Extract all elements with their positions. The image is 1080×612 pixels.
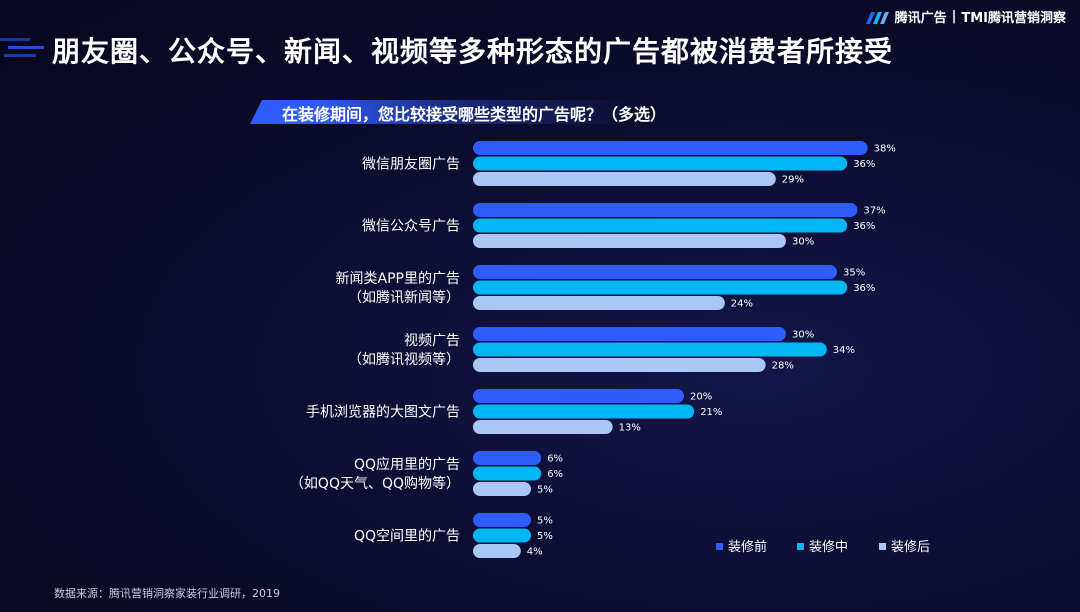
bar-value-label: 36% [853,159,875,170]
legend-label: 装修前 [728,539,767,555]
bar-value-label: 34% [833,345,855,356]
category-label: （如腾讯视频等） [348,351,460,368]
category-label: 微信朋友圈广告 [362,157,460,173]
bar-value-label: 30% [792,330,814,341]
bar [473,141,868,155]
bar-value-label: 37% [863,206,885,217]
bar [473,296,725,310]
bar-value-label: 6% [547,469,563,480]
brand-logo: 腾讯广告 | TMI腾讯营销洞察 [865,7,1066,26]
category-label: 微信公众号广告 [362,219,460,235]
bar-value-label: 30% [792,237,814,248]
bar-value-label: 36% [853,283,875,294]
bar [473,156,848,171]
category-label: （如腾讯新闻等） [348,289,460,306]
bar-value-label: 13% [619,423,641,434]
category-label: QQ应用里的广告 [354,456,460,473]
page-title: 朋友圈、公众号、新闻、视频等多种形态的广告都被消费者所接受 [52,35,894,68]
bar [473,420,613,434]
bar [473,265,837,279]
legend-swatch [879,543,886,550]
bar [473,466,542,481]
bar-value-label: 28% [772,361,794,372]
brand-name: 腾讯广告 [894,11,947,26]
question-text: 在装修期间，您比较接受哪些类型的广告呢？（多选） [282,105,667,124]
bar-value-label: 5% [537,485,553,496]
bar [473,327,786,341]
data-source-note: 数据来源：腾讯营销洞察家装行业调研，2019 [54,587,280,600]
bar [473,172,776,186]
bar-value-label: 35% [843,268,865,279]
category-label: 视频广告 [404,333,460,349]
bar [473,513,531,527]
legend-swatch [716,543,723,550]
bar [473,203,858,217]
bar-value-label: 38% [874,144,896,155]
title-stripes-decoration [0,38,44,57]
bar-value-label: 4% [527,547,543,558]
bar-value-label: 21% [700,407,722,418]
brand-separator: | [951,9,957,24]
bar [473,451,542,465]
bar-value-label: 20% [690,392,712,403]
category-label: （如QQ天气、QQ购物等） [290,475,460,492]
tencent-ads-logo-icon [865,11,889,24]
bar-value-label: 29% [782,175,804,186]
bar [473,482,531,496]
legend-label: 装修后 [891,540,930,555]
legend-label: 装修中 [809,540,848,555]
bar [473,218,848,233]
bar [473,280,848,295]
bar-value-label: 24% [731,299,753,310]
bar-value-label: 5% [537,516,553,527]
bar-value-label: 6% [547,454,563,465]
bar-value-label: 36% [853,221,875,232]
bar-value-label: 5% [537,531,553,542]
brand-sub-name: TMI腾讯营销洞察 [961,11,1066,26]
bar [473,404,695,419]
category-label: QQ空间里的广告 [354,529,460,545]
bar [473,358,766,372]
category-label: 手机浏览器的大图文广告 [306,405,460,421]
bar [473,234,786,248]
bar [473,342,827,357]
legend-swatch [797,543,804,550]
category-label: 新闻类APP里的广告 [336,271,460,287]
bar [473,544,521,558]
bar [473,389,684,403]
bar [473,528,531,543]
question-banner [250,100,730,124]
